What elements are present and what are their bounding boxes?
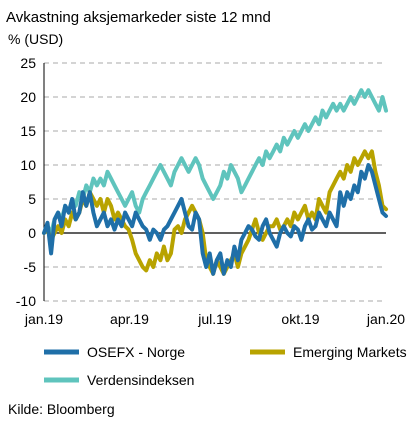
legend-label: Emerging Markets	[293, 344, 407, 360]
x-tick-labels: jan.19 apr.19 jul.19 okt.19 jan.20	[24, 311, 405, 327]
y-tick-label: -5	[24, 259, 37, 275]
chart-title: Avkastning aksjemarkeder siste 12 mnd	[6, 9, 271, 26]
series-line-osefx-norge	[42, 163, 388, 276]
x-tick-label: apr.19	[110, 311, 149, 327]
y-tick-label: -10	[16, 293, 36, 309]
y-tick-label: 10	[20, 157, 36, 173]
series-layer	[42, 88, 388, 276]
source-note: Kilde: Bloomberg	[8, 401, 115, 417]
x-tick-label: jan.20	[366, 311, 405, 327]
x-tick-label: jul.19	[197, 311, 232, 327]
x-tick-label: okt.19	[281, 311, 319, 327]
y-tick-labels: -10 -5 0 5 10 15 20 25	[16, 55, 36, 309]
y-tick-label: 25	[20, 55, 36, 71]
y-tick-label: 0	[28, 225, 36, 241]
legend-label: OSEFX - Norge	[87, 344, 185, 360]
y-axis-unit-label: % (USD)	[8, 31, 63, 47]
legend-label: Verdensindeksen	[87, 372, 194, 388]
y-tick-label: 15	[20, 123, 36, 139]
x-tick-label: jan.19	[24, 311, 63, 327]
y-tick-label: 20	[20, 89, 36, 105]
series-line-verdensindeksen	[42, 88, 388, 235]
y-tick-label: 5	[28, 191, 36, 207]
legend: OSEFX - Norge Emerging Markets Verdensinde…	[44, 344, 407, 388]
